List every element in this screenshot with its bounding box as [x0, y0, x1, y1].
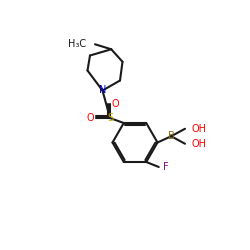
Text: O: O	[112, 99, 119, 109]
Text: F: F	[163, 162, 169, 172]
Text: H₃C: H₃C	[68, 39, 86, 49]
Text: S: S	[107, 113, 113, 123]
Text: OH: OH	[191, 139, 206, 149]
Text: OH: OH	[191, 124, 206, 134]
Text: B: B	[168, 131, 174, 141]
Text: O: O	[87, 113, 94, 123]
Text: N: N	[99, 85, 106, 95]
